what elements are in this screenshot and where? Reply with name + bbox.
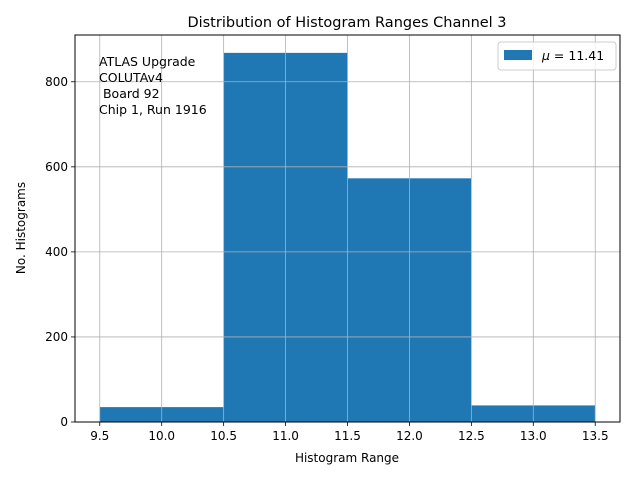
x-tick-label: 13.0 bbox=[520, 429, 547, 443]
legend-value: = 11.41 bbox=[550, 48, 604, 63]
chart-annotation: ATLAS Upgrade COLUTAv4 Board 92 Chip 1, Ru… bbox=[99, 54, 207, 117]
legend: μ = 11.41 bbox=[497, 41, 617, 71]
x-axis-label: Histogram Range bbox=[295, 451, 399, 465]
annotation-line: Board 92 bbox=[99, 86, 160, 101]
y-tick-label: 800 bbox=[45, 75, 68, 89]
y-tick-label: 200 bbox=[45, 330, 68, 344]
x-tick-label: 12.0 bbox=[396, 429, 423, 443]
y-tick-label: 0 bbox=[60, 415, 68, 429]
x-tick-label: 13.5 bbox=[582, 429, 609, 443]
grid-lines bbox=[75, 35, 620, 423]
y-tick-label: 600 bbox=[45, 160, 68, 174]
annotation-line: ATLAS Upgrade bbox=[99, 54, 196, 69]
annotation-line: COLUTAv4 bbox=[99, 70, 163, 85]
legend-symbol: μ bbox=[541, 48, 550, 63]
x-tick-label: 11.0 bbox=[272, 429, 299, 443]
legend-entry: μ = 11.41 bbox=[541, 48, 604, 63]
y-axis-label: No. Histograms bbox=[14, 182, 28, 274]
x-tick-label: 10.5 bbox=[210, 429, 237, 443]
annotation-line: Chip 1, Run 1916 bbox=[99, 102, 207, 117]
x-tick-label: 9.5 bbox=[90, 429, 109, 443]
y-tick-label: 400 bbox=[45, 245, 68, 259]
x-tick-label: 12.5 bbox=[458, 429, 485, 443]
x-tick-label: 10.0 bbox=[148, 429, 175, 443]
y-axis-ticks: 0 200 400 600 800 bbox=[45, 75, 75, 429]
legend-frame bbox=[497, 41, 617, 71]
legend-swatch bbox=[504, 50, 532, 60]
annotation-text: ATLAS Upgrade COLUTAv4 Board 92 Chip 1, Ru… bbox=[99, 54, 207, 117]
x-tick-label: 11.5 bbox=[334, 429, 361, 443]
chart-title: Distribution of Histogram Ranges Channel… bbox=[187, 15, 506, 31]
x-axis-ticks: 9.5 10.0 10.5 11.0 11.5 12.0 12.5 13.0 13.5 bbox=[90, 422, 609, 443]
